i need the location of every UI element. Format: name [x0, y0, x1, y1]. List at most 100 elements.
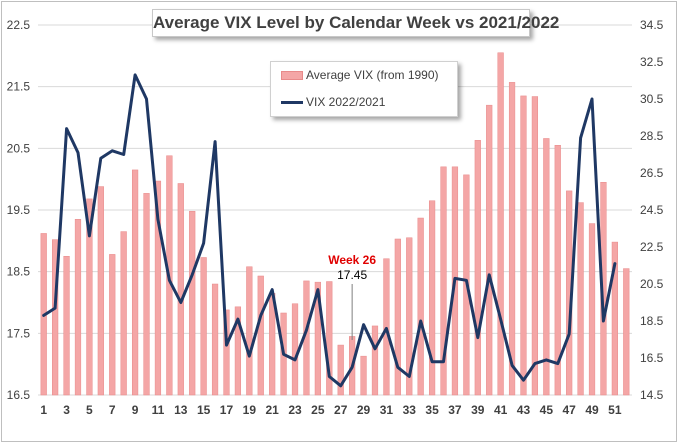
bar-week-44 — [531, 96, 539, 396]
bar-week-41 — [497, 52, 504, 396]
x-tick-label: 25 — [311, 403, 325, 417]
bar-week-35 — [428, 200, 436, 396]
y-right-tick-label: 32.5 — [640, 55, 664, 69]
bar-week-9 — [131, 169, 139, 396]
y-axis-left: 16.5 17.5 18.5 19.5 20.5 21.5 22.5 — [7, 18, 31, 402]
legend: Average VIX (from 1990) VIX 2022/2021 — [270, 61, 458, 117]
line-series — [42, 73, 617, 388]
x-tick-label: 19 — [243, 403, 257, 417]
x-tick-label: 13 — [174, 403, 188, 417]
bar-week-36 — [440, 166, 447, 396]
bar-week-13 — [177, 183, 184, 396]
y-axis-right: 14.5 16.5 18.5 20.5 22.5 24.5 26.5 28.5 30.5 32.5… — [640, 18, 664, 402]
bar-week-52 — [623, 268, 630, 396]
x-tick-label: 43 — [517, 403, 531, 417]
bar-week-7 — [109, 254, 116, 396]
x-tick-label: 51 — [608, 403, 622, 417]
x-tick-label: 47 — [562, 403, 576, 417]
bar-week-31 — [383, 258, 390, 396]
y-right-tick-label: 14.5 — [640, 388, 664, 402]
bar-week-19 — [246, 266, 253, 396]
x-tick-label: 7 — [109, 403, 116, 417]
x-tick-label: 5 — [86, 403, 93, 417]
x-tick-label: 21 — [265, 403, 279, 417]
bar-week-51 — [611, 241, 618, 396]
y-right-tick-label: 22.5 — [640, 240, 664, 254]
y-left-tick-label: 21.5 — [7, 80, 31, 94]
chart-title: Average VIX Level by Calendar Week vs 20… — [152, 9, 559, 37]
y-right-tick-label: 24.5 — [640, 203, 664, 217]
x-tick-label: 29 — [357, 403, 371, 417]
bar-week-17 — [223, 309, 230, 396]
bar-week-29 — [360, 355, 367, 396]
x-tick-label: 1 — [40, 403, 47, 417]
bar-week-33 — [406, 237, 413, 396]
x-tick-label: 41 — [494, 403, 508, 417]
bar-week-46 — [554, 145, 561, 396]
x-tick-label: 45 — [540, 403, 554, 417]
bar-week-15 — [200, 257, 207, 396]
y-left-tick-label: 16.5 — [7, 388, 31, 402]
annotation-week-label: Week 26 — [328, 253, 376, 267]
bar-week-4 — [74, 219, 82, 396]
bar-week-11 — [154, 180, 162, 396]
legend-bar-swatch — [281, 70, 303, 80]
y-left-tick-label: 18.5 — [7, 265, 31, 279]
bar-week-5 — [86, 198, 93, 396]
x-tick-label: 49 — [585, 403, 599, 417]
bar-week-2 — [52, 239, 59, 396]
y-left-tick-label: 19.5 — [7, 203, 31, 217]
y-left-tick-label: 17.5 — [7, 326, 31, 340]
legend-line-swatch — [281, 100, 303, 104]
x-tick-label: 3 — [63, 403, 70, 417]
legend-item-bars: Average VIX (from 1990) — [281, 67, 439, 83]
bar-week-14 — [189, 210, 196, 396]
bar-week-10 — [143, 193, 150, 396]
x-tick-label: 31 — [380, 403, 394, 417]
x-tick-label: 9 — [132, 403, 139, 417]
bar-week-16 — [211, 283, 219, 396]
bar-week-45 — [543, 138, 550, 396]
legend-line-label: VIX 2022/2021 — [306, 95, 386, 109]
x-tick-label: 23 — [288, 403, 302, 417]
bar-week-8 — [120, 231, 127, 396]
bar-week-30 — [371, 325, 379, 396]
vix-2022-line — [42, 73, 617, 388]
bar-week-48 — [577, 202, 584, 396]
y-right-tick-label: 26.5 — [640, 166, 664, 180]
bar-week-6 — [97, 186, 104, 396]
y-right-tick-label: 20.5 — [640, 277, 664, 291]
bar-week-25 — [314, 281, 321, 396]
bar-week-40 — [486, 104, 493, 396]
bar-week-26 — [326, 281, 333, 396]
y-left-tick-label: 20.5 — [7, 141, 31, 155]
bar-week-42 — [508, 82, 516, 396]
x-axis: 1 3 5 7 9 11 13 15 17 19 21 23 25 27 29 31 33 35 37 39 41 43 4… — [40, 403, 621, 417]
bar-week-18 — [234, 306, 242, 396]
y-right-tick-label: 30.5 — [640, 92, 664, 106]
bar-week-3 — [63, 256, 70, 396]
x-tick-label: 15 — [197, 403, 211, 417]
legend-item-line: VIX 2022/2021 — [281, 94, 385, 110]
x-tick-label: 39 — [471, 403, 485, 417]
bar-week-23 — [291, 303, 299, 396]
bar-week-34 — [417, 217, 424, 396]
x-tick-label: 33 — [403, 403, 417, 417]
y-right-tick-label: 18.5 — [640, 314, 664, 328]
y-right-tick-label: 34.5 — [640, 18, 664, 32]
y-left-tick-label: 22.5 — [7, 18, 31, 32]
annotation-value-label: 17.45 — [337, 268, 367, 282]
y-right-tick-label: 28.5 — [640, 129, 664, 143]
x-tick-label: 27 — [334, 403, 348, 417]
x-tick-label: 17 — [220, 403, 234, 417]
legend-bar-label: Average VIX (from 1990) — [306, 68, 439, 82]
bar-week-32 — [394, 238, 401, 396]
bar-week-27 — [337, 344, 344, 396]
x-tick-label: 35 — [425, 403, 439, 417]
y-right-tick-label: 16.5 — [640, 351, 664, 365]
bar-week-43 — [520, 95, 527, 396]
bar-week-39 — [474, 140, 481, 396]
